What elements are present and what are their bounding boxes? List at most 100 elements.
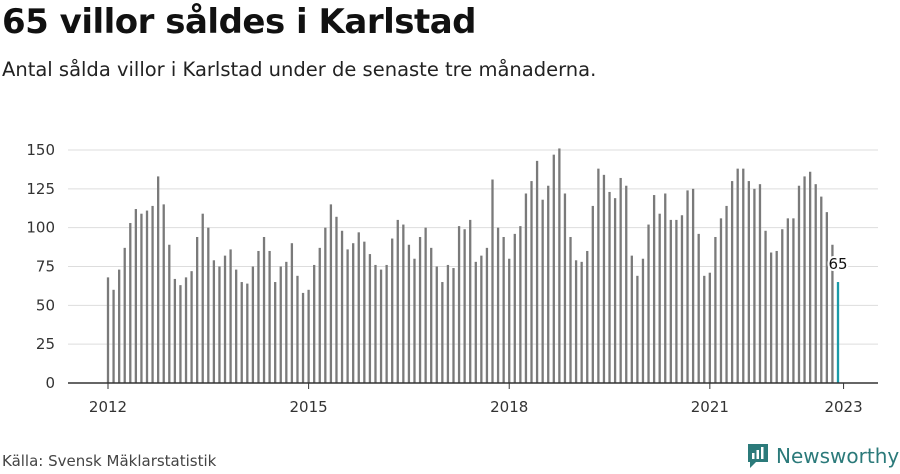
bar bbox=[630, 255, 633, 383]
x-tick-label: 2015 bbox=[290, 398, 328, 416]
x-tick-label: 2018 bbox=[490, 398, 528, 416]
bar bbox=[134, 209, 138, 383]
bar bbox=[641, 258, 645, 383]
y-tick-label: 25 bbox=[36, 335, 55, 353]
bar bbox=[547, 185, 550, 383]
bar bbox=[207, 227, 210, 383]
bar bbox=[352, 243, 355, 383]
bar bbox=[747, 181, 750, 383]
bar bbox=[268, 250, 271, 383]
bar bbox=[463, 229, 466, 383]
bar bbox=[396, 219, 399, 383]
x-tick-label: 2021 bbox=[691, 398, 729, 416]
chart-title: 65 villor såldes i Karlstad bbox=[2, 2, 477, 42]
bar bbox=[652, 195, 656, 383]
newsworthy-logo-icon bbox=[748, 444, 768, 468]
bar bbox=[374, 264, 377, 383]
bar bbox=[262, 236, 266, 383]
bar bbox=[379, 269, 383, 383]
bar bbox=[446, 264, 450, 383]
bar bbox=[391, 238, 394, 383]
bar bbox=[535, 160, 539, 383]
bar bbox=[831, 244, 834, 383]
bar bbox=[664, 193, 667, 383]
bar bbox=[502, 236, 505, 383]
bar bbox=[485, 247, 489, 383]
bar bbox=[196, 236, 199, 383]
y-tick-label: 0 bbox=[45, 374, 55, 392]
bar bbox=[402, 224, 405, 383]
bar bbox=[173, 278, 177, 383]
bar bbox=[753, 188, 756, 383]
bar bbox=[591, 205, 594, 383]
bar bbox=[307, 289, 310, 383]
bar bbox=[680, 215, 684, 383]
bar bbox=[257, 250, 260, 383]
bar bbox=[251, 266, 255, 383]
bar bbox=[240, 282, 243, 383]
bar bbox=[775, 250, 778, 383]
y-tick-label: 150 bbox=[26, 141, 55, 159]
bar bbox=[452, 268, 455, 383]
bar bbox=[764, 230, 767, 383]
bar bbox=[691, 188, 695, 383]
bar bbox=[758, 184, 762, 383]
bar bbox=[569, 236, 572, 383]
y-tick-label: 75 bbox=[36, 258, 55, 276]
bar-latest bbox=[836, 282, 840, 383]
bar bbox=[708, 272, 711, 383]
bar bbox=[112, 289, 115, 383]
bar bbox=[162, 204, 165, 383]
bar bbox=[106, 277, 110, 383]
bar bbox=[184, 277, 188, 383]
bar bbox=[541, 199, 544, 383]
bar bbox=[430, 247, 433, 383]
bar bbox=[235, 269, 238, 383]
bar bbox=[719, 218, 723, 383]
bar bbox=[563, 193, 567, 383]
bar bbox=[285, 261, 288, 383]
bar bbox=[496, 227, 500, 383]
bar bbox=[714, 236, 717, 383]
bar bbox=[736, 168, 739, 383]
bar bbox=[574, 260, 578, 383]
bar bbox=[413, 258, 416, 383]
x-tick-label: 2012 bbox=[89, 398, 127, 416]
bar bbox=[318, 247, 321, 383]
bar bbox=[597, 168, 600, 383]
bar bbox=[157, 176, 160, 383]
bar bbox=[151, 205, 154, 383]
bar bbox=[808, 171, 812, 383]
bar bbox=[703, 275, 706, 383]
bar bbox=[129, 223, 132, 383]
y-tick-label: 125 bbox=[26, 180, 55, 198]
source-note: Källa: Svensk Mäklarstatistik bbox=[2, 452, 217, 470]
bar bbox=[385, 264, 388, 383]
bar bbox=[324, 227, 327, 383]
brand-name: Newsworthy bbox=[776, 444, 900, 468]
bar bbox=[123, 247, 126, 383]
bars bbox=[106, 148, 840, 383]
bar bbox=[407, 244, 411, 383]
bar bbox=[697, 233, 700, 383]
bar bbox=[625, 185, 628, 383]
brand[interactable]: Newsworthy bbox=[746, 442, 899, 470]
bar bbox=[329, 204, 333, 383]
bar bbox=[357, 232, 360, 383]
bar bbox=[725, 205, 728, 383]
bar bbox=[513, 233, 516, 383]
bar bbox=[313, 264, 316, 383]
x-tick-label: 2023 bbox=[824, 398, 862, 416]
bar bbox=[190, 271, 193, 383]
latest-value-label: 65 bbox=[828, 255, 847, 273]
bar bbox=[608, 191, 611, 383]
bar bbox=[781, 229, 784, 383]
bar bbox=[524, 193, 528, 383]
bar bbox=[168, 244, 171, 383]
bar bbox=[647, 224, 650, 383]
bar bbox=[797, 185, 801, 383]
bar bbox=[118, 269, 121, 383]
bar bbox=[218, 266, 221, 383]
bar bbox=[480, 255, 483, 383]
bar bbox=[636, 275, 639, 383]
